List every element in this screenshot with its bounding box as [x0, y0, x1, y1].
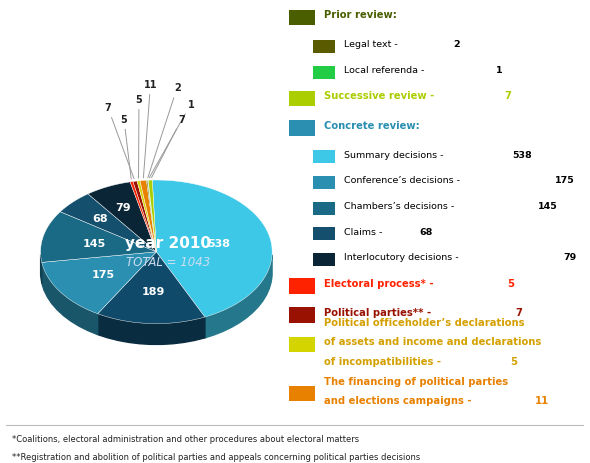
Polygon shape [146, 181, 156, 252]
Text: Claims -: Claims - [344, 227, 385, 236]
Polygon shape [148, 181, 156, 252]
Text: 538: 538 [513, 150, 532, 159]
Text: Prior review:: Prior review: [324, 10, 396, 20]
Text: 2: 2 [148, 83, 181, 178]
Text: 2: 2 [454, 40, 460, 49]
Text: 1: 1 [496, 66, 502, 75]
Polygon shape [152, 181, 272, 317]
Polygon shape [130, 182, 156, 252]
Text: *Coalitions, electoral administration and other procedures about electoral matte: *Coalitions, electoral administration an… [12, 434, 359, 443]
Text: 7: 7 [104, 103, 134, 179]
Text: 1: 1 [149, 100, 195, 178]
Text: Electoral process* -: Electoral process* - [324, 278, 437, 288]
Bar [313, 176, 335, 189]
Text: 5: 5 [136, 95, 142, 179]
Polygon shape [42, 252, 156, 314]
Text: 68: 68 [92, 213, 107, 224]
Polygon shape [41, 255, 42, 283]
Polygon shape [98, 314, 205, 344]
Polygon shape [60, 194, 156, 252]
Text: of incompatibilities -: of incompatibilities - [324, 357, 444, 366]
Bar [313, 228, 335, 241]
Text: 79: 79 [563, 253, 576, 262]
Text: Political officeholder’s declarations: Political officeholder’s declarations [324, 317, 524, 327]
Text: The financing of political parties: The financing of political parties [324, 376, 508, 386]
Text: Successive review -: Successive review - [324, 91, 437, 101]
Bar [289, 278, 314, 294]
Text: 7: 7 [516, 307, 523, 317]
Text: 189: 189 [142, 287, 165, 297]
Text: 68: 68 [419, 227, 433, 236]
Text: 11: 11 [535, 395, 549, 406]
Bar [313, 151, 335, 164]
Text: Concrete review:: Concrete review: [324, 120, 419, 131]
Text: 145: 145 [83, 238, 106, 249]
Text: 79: 79 [116, 203, 132, 213]
Bar [289, 308, 314, 323]
Bar [289, 386, 314, 401]
Polygon shape [205, 255, 272, 338]
Text: 538: 538 [207, 238, 230, 248]
Text: **Registration and abolition of political parties and appeals concerning politic: **Registration and abolition of politica… [12, 452, 420, 461]
Text: Interlocutory decisions -: Interlocutory decisions - [344, 253, 461, 262]
Text: year 2010: year 2010 [125, 236, 211, 250]
Polygon shape [42, 263, 98, 335]
Polygon shape [137, 181, 156, 252]
Bar [289, 91, 314, 107]
Text: 11: 11 [143, 80, 158, 178]
Bar [313, 41, 335, 54]
Text: of assets and income and declarations: of assets and income and declarations [324, 337, 541, 347]
Bar [289, 121, 314, 136]
Text: Political parties** -: Political parties** - [324, 307, 434, 317]
Text: 7: 7 [152, 114, 185, 178]
Polygon shape [148, 181, 156, 252]
Bar [313, 202, 335, 215]
Polygon shape [98, 252, 205, 324]
Text: Legal text -: Legal text - [344, 40, 401, 49]
Text: 175: 175 [555, 176, 574, 185]
Text: 175: 175 [92, 269, 115, 279]
Bar [289, 337, 314, 352]
Polygon shape [88, 182, 156, 252]
Text: Chambers’s decisions -: Chambers’s decisions - [344, 201, 457, 211]
Polygon shape [41, 212, 156, 263]
Text: Conference’s decisions -: Conference’s decisions - [344, 176, 463, 185]
Polygon shape [133, 181, 156, 252]
Text: 5: 5 [507, 278, 514, 288]
Text: and elections campaigns -: and elections campaigns - [324, 395, 475, 406]
Text: 5: 5 [120, 114, 131, 180]
Text: TOTAL = 1043: TOTAL = 1043 [126, 255, 210, 268]
Text: Summary decisions -: Summary decisions - [344, 150, 447, 159]
Text: 145: 145 [537, 201, 558, 211]
Text: 5: 5 [510, 357, 517, 366]
Text: Local referenda -: Local referenda - [344, 66, 427, 75]
Bar [289, 11, 314, 26]
Bar [313, 253, 335, 267]
Bar [313, 66, 335, 80]
Polygon shape [140, 181, 156, 252]
Text: 7: 7 [504, 91, 511, 101]
